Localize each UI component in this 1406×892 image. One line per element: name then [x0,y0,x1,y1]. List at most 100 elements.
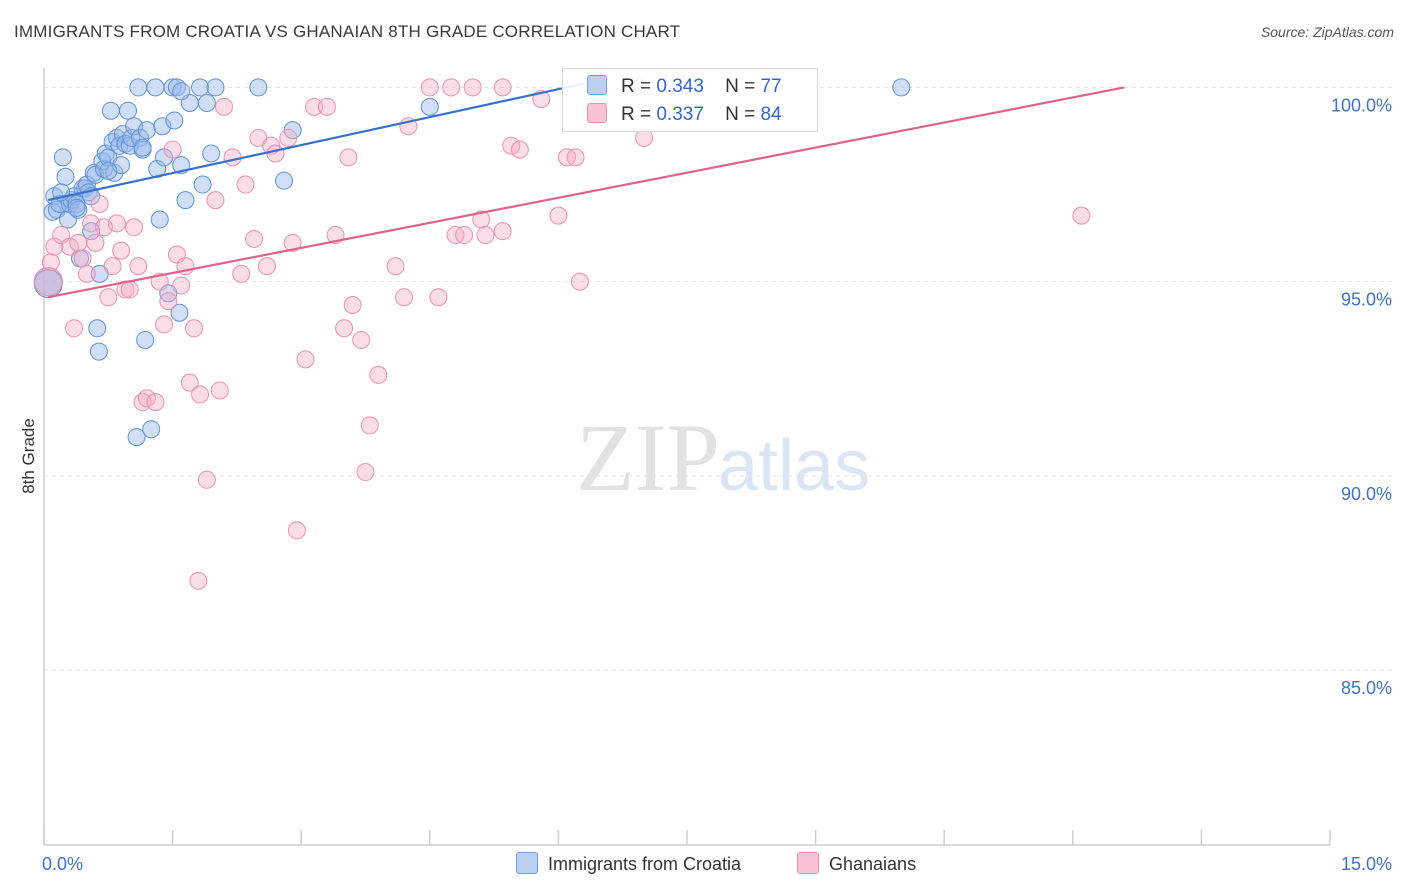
croatia-point [163,78,182,97]
ghanaian-point [191,385,210,404]
chart-title: IMMIGRANTS FROM CROATIA VS GHANAIAN 8TH … [14,22,681,41]
ghanaian-point [343,295,362,314]
ghanaian-point [125,218,144,237]
legend-swatch-ghanaians [587,103,607,123]
y-tick-label: 85.0% [1341,678,1392,698]
ghanaian-point [420,78,439,97]
ghanaian-point [180,373,199,392]
watermark-atlas: atlas [718,426,870,506]
ghanaian-point [386,257,405,276]
ghanaian-point [502,136,521,155]
croatia-point [56,167,75,186]
ghanaian-point [33,267,63,297]
ghanaian-point [129,257,148,276]
croatia-point [150,210,169,229]
legend-row-ghanaians: R = 0.337 N = 84 [587,103,782,126]
croatia-point [88,319,107,338]
ghanaian-point [257,257,276,276]
croatia-point [193,175,212,194]
croatia-point [249,78,268,97]
ghanaian-point [510,140,529,159]
ghanaian-point [493,222,512,241]
ghanaian-point [103,257,122,276]
ghanaian-point [369,365,388,384]
croatia-point [172,82,191,101]
ghanaian-point [352,330,371,349]
ghanaian-point [223,148,242,167]
ghanaian-point [73,249,92,268]
legend-r-label: R = [621,104,652,125]
croatia-point [53,148,72,167]
trend-lines [48,82,1125,299]
ghanaian-point [335,319,354,338]
ghanaian-point [266,144,285,163]
ghanaian-point [566,148,585,167]
ghanaian-point [356,463,375,482]
ghanaian-point [163,140,182,159]
stats-legend: R = 0.343 N = 77 R = 0.337 N = 84 [562,68,818,132]
legend-row-croatia: R = 0.343 N = 77 [587,75,782,98]
axis-labels: 85.0% 90.0% 95.0% 100.0% 0.0% 15.0% 8th Grade [19,95,1392,874]
ghanaian-point [86,233,105,252]
croatia-point [133,138,152,157]
croatia-point [127,428,146,447]
ghanaian-point [287,521,306,540]
ghanaian-point [159,292,178,311]
ghanaian-point [476,226,495,245]
ghanaian-point [442,78,461,97]
ghanaian-point [185,319,204,338]
croatia-point [206,78,225,97]
ghanaian-point [69,233,88,252]
x-tick-label: 15.0% [1341,854,1392,874]
croatia-point [165,111,184,130]
bottom-legend-swatch-croatia [516,852,538,874]
data-points [33,78,1091,590]
croatia-point [176,191,195,210]
ghanaian-point [197,470,216,489]
ghanaian-point [77,264,96,283]
croatia-point [129,78,148,97]
ghanaian-point [305,97,324,116]
ghanaian-point [189,571,208,590]
ghanaian-point [99,288,118,307]
croatia-point [275,171,294,190]
legend-r-value-croatia: 0.343 [656,76,704,97]
ghanaian-point [232,264,251,283]
grid-lines [44,86,1392,671]
croatia-point [153,117,172,136]
bottom-legend-label-croatia: Immigrants from Croatia [548,854,742,874]
legend-r-value-ghanaians: 0.337 [656,104,704,125]
ghanaian-trend-line [48,86,1125,299]
x-tick-label: 0.0% [42,854,83,874]
legend-swatch-croatia [587,75,607,95]
legend-n-label: N = [725,104,756,125]
ghanaian-point [155,315,174,334]
ghanaian-point [236,175,255,194]
y-axis-title: 8th Grade [19,418,38,494]
ghanaian-point [172,276,191,295]
croatia-trend-line [48,82,585,202]
axes [43,68,1331,846]
ghanaian-point [107,214,126,233]
ghanaian-point [206,191,225,210]
croatia-point [197,93,216,112]
ghanaian-point [1072,206,1091,225]
croatia-point [142,420,161,439]
ghanaian-point [429,288,448,307]
bottom-legend-label-ghanaians: Ghanaians [829,854,917,874]
ghanaian-point [215,97,234,116]
ghanaian-point [493,78,512,97]
ghanaian-point [210,381,229,400]
croatia-point [99,161,118,180]
ghanaian-point [549,206,568,225]
croatia-point [191,78,210,97]
bottom-legend-ghanaians: Ghanaians [797,852,916,875]
ghanaian-point [245,229,264,248]
ghanaian-point [116,280,135,299]
y-tick-label: 95.0% [1341,290,1392,310]
ghanaian-point [339,148,358,167]
ghanaian-point [112,241,131,260]
ghanaian-point [60,237,79,256]
ghanaian-point [570,272,589,291]
ghanaian-point [395,288,414,307]
